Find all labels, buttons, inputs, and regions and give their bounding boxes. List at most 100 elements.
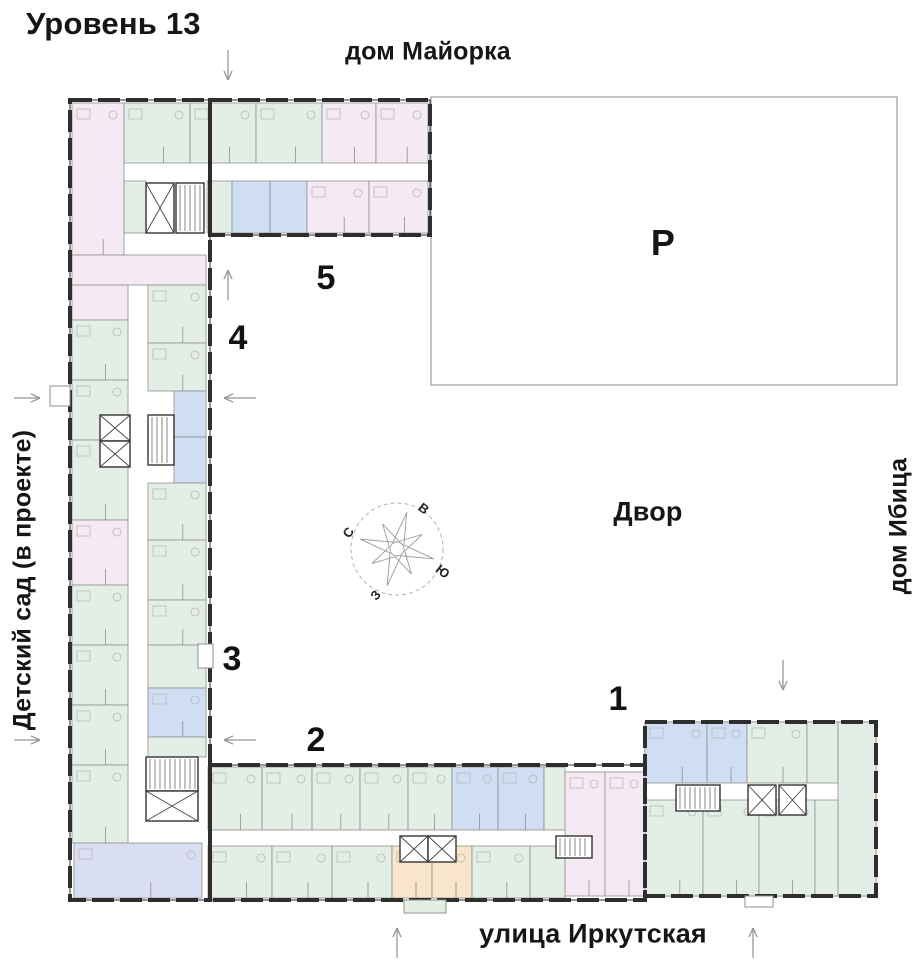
entrance-arrow-icon: [223, 393, 256, 403]
furniture-mark: [212, 772, 227, 784]
furniture-mark: [296, 774, 306, 784]
apartment-unit: [147, 687, 207, 738]
entrance-arrow-icon: [778, 660, 788, 691]
apartment-unit: [604, 771, 646, 897]
apartment-unit: [147, 599, 207, 646]
furniture-mark: [152, 488, 167, 500]
furniture-mark: [412, 772, 427, 784]
apartment-unit: [471, 845, 531, 899]
furniture-mark: [112, 592, 122, 602]
apartment-unit: [255, 102, 323, 164]
wing-wall: [208, 98, 432, 237]
apartment-unit: [359, 766, 409, 831]
apartment-unit: [173, 436, 207, 484]
furniture-mark: [112, 712, 122, 722]
parking-area: [430, 96, 898, 386]
furniture-mark: [240, 110, 250, 120]
furniture-mark: [152, 605, 167, 617]
entrance-arrow-icon: [748, 927, 758, 958]
furniture-mark: [112, 772, 122, 782]
section-number: 1: [609, 680, 628, 718]
furniture-mark: [649, 727, 664, 739]
furniture-mark: [649, 805, 664, 817]
entrance-arrow-icon: [14, 393, 41, 403]
furniture-mark: [609, 777, 624, 789]
stairs-core-icon: [555, 835, 593, 859]
apartment-unit: [644, 799, 704, 897]
stairs-core-icon: [675, 784, 721, 812]
apartment-unit: [71, 102, 125, 256]
furniture-mark: [791, 729, 801, 739]
furniture-mark: [76, 385, 91, 397]
furniture-mark: [316, 853, 326, 863]
balcony-tab: [403, 899, 447, 914]
furniture-mark: [76, 445, 91, 457]
compass-letter: С: [339, 524, 357, 541]
furniture-mark: [456, 772, 471, 784]
furniture-mark: [190, 292, 200, 302]
furniture-mark: [392, 774, 402, 784]
furniture-mark: [344, 774, 354, 784]
apartment-unit: [269, 180, 308, 234]
furniture-mark: [112, 652, 122, 662]
apartment-unit: [837, 721, 877, 897]
entrance-arrow-icon: [14, 735, 41, 745]
furniture-mark: [476, 851, 491, 863]
furniture-mark: [112, 327, 122, 337]
furniture-mark: [190, 350, 200, 360]
apartment-unit: [271, 845, 333, 899]
furniture-mark: [380, 108, 395, 120]
furniture-mark: [190, 695, 200, 705]
wing-wall: [68, 98, 212, 902]
furniture-mark: [482, 774, 492, 784]
furniture-mark: [76, 525, 91, 537]
balcony-tab: [197, 643, 214, 669]
furniture-mark: [152, 693, 167, 705]
furniture-mark: [76, 590, 91, 602]
level-title: Уровень 13: [26, 6, 201, 41]
furniture-mark: [76, 108, 91, 120]
apartment-unit: [706, 721, 748, 784]
balcony-tab: [49, 385, 71, 407]
furniture-mark: [128, 108, 143, 120]
furniture-mark: [174, 110, 184, 120]
apartment-unit: [71, 764, 129, 844]
furniture-mark: [412, 110, 422, 120]
furniture-mark: [412, 188, 422, 198]
furniture-mark: [246, 774, 256, 784]
furniture-mark: [360, 110, 370, 120]
furniture-mark: [311, 186, 326, 198]
apartment-unit: [451, 766, 499, 831]
furniture-mark: [456, 853, 466, 863]
furniture-mark: [691, 729, 701, 739]
apartment-unit: [123, 180, 147, 234]
section-number: 5: [317, 259, 336, 297]
furniture-mark: [76, 710, 91, 722]
furniture-mark: [276, 851, 291, 863]
furniture-mark: [76, 770, 91, 782]
balcony-tab: [744, 895, 774, 908]
furniture-mark: [376, 853, 386, 863]
furniture-mark: [112, 527, 122, 537]
furniture-mark: [152, 545, 167, 557]
apartment-unit: [147, 482, 207, 541]
apartment-unit: [73, 842, 203, 899]
street-label-irkutskaya: улица Иркутская: [479, 918, 707, 949]
furniture-mark: [190, 547, 200, 557]
apartment-unit: [189, 102, 257, 164]
apartment-unit: [814, 799, 839, 897]
apartment-unit: [147, 539, 207, 601]
furniture-mark: [152, 290, 167, 302]
furniture-mark: [353, 188, 363, 198]
apartment-unit: [147, 644, 207, 689]
furniture-mark: [589, 779, 599, 789]
compass-letter: Ю: [433, 561, 453, 581]
apartment-unit: [375, 102, 429, 164]
apartment-unit: [147, 342, 207, 392]
apartment-unit: [564, 771, 606, 897]
furniture-mark: [108, 110, 118, 120]
furniture-mark: [751, 727, 766, 739]
compass-star: [360, 512, 434, 586]
compass-hub: [389, 541, 405, 557]
